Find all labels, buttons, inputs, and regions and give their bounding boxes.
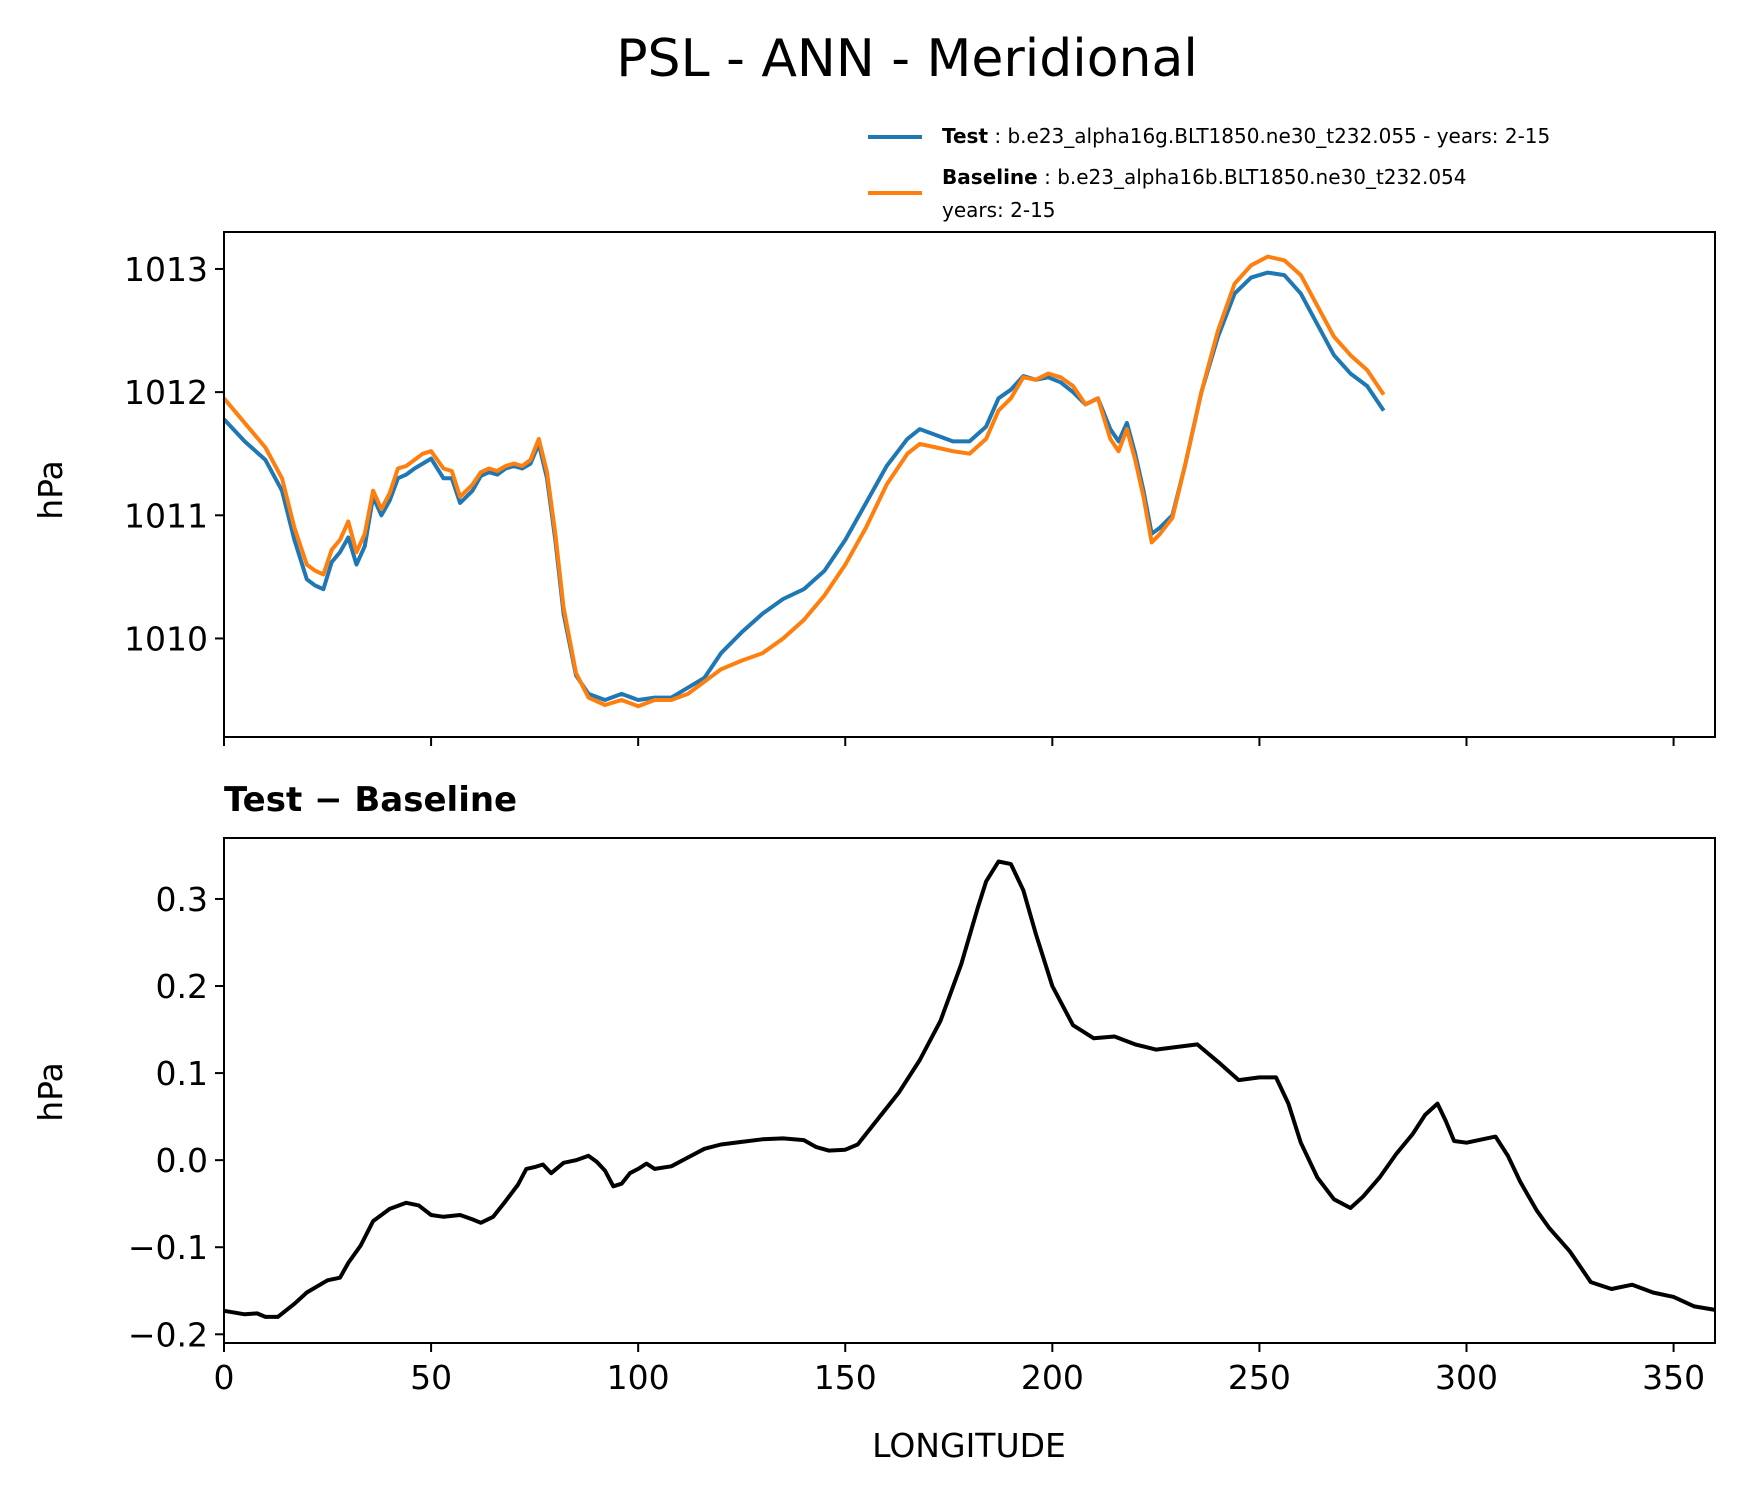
top-y-tick-label: 1013 — [124, 250, 208, 289]
bottom-x-tick-label: 100 — [607, 1358, 670, 1397]
legend-baseline-years: years: 2-15 — [942, 198, 1056, 222]
bottom-y-tick-label: 0.3 — [156, 880, 208, 919]
top-plot-frame — [223, 231, 1716, 738]
bottom-subtitle: Test − Baseline — [224, 780, 517, 820]
bottom-x-tick-label: 50 — [410, 1358, 452, 1397]
top-y-tick-label: 1010 — [124, 619, 208, 658]
bottom-x-tick-label: 350 — [1642, 1358, 1705, 1397]
bottom-x-tick-label: 0 — [214, 1358, 235, 1397]
bottom-y-tick-label: 0.0 — [156, 1141, 208, 1180]
top-y-axis-label: hPa — [31, 460, 70, 520]
bottom-x-tick-label: 200 — [1021, 1358, 1084, 1397]
top-series-line-baseline — [222, 254, 1386, 709]
bottom-y-tick-label: −0.1 — [128, 1228, 208, 1267]
bottom-x-tick-label: 150 — [814, 1358, 877, 1397]
x-axis-label: LONGITUDE — [872, 1426, 1066, 1465]
top-series-line-test — [222, 270, 1386, 702]
bottom-y-axis-label: hPa — [31, 1062, 70, 1122]
chart-title: PSL - ANN - Meridional — [616, 29, 1198, 89]
legend: Test : b.e23_alpha16g.BLT1850.ne30_t232.… — [868, 124, 1550, 222]
bottom-plot-frame — [223, 837, 1716, 1344]
legend-baseline-desc: : b.e23_alpha16b.BLT1850.ne30_t232.054 — [1044, 165, 1466, 189]
svg-text:Test : b.e23_alpha16g.BL: Test : b.e23_alpha16g.BLT1850.ne30_t232.… — [942, 124, 1550, 148]
svg-text:Baseline : b.e23_alpha16: Baseline : b.e23_alpha16b.BLT1850.ne30_t… — [942, 165, 1467, 189]
legend-baseline-name: Baseline — [942, 165, 1038, 189]
bottom-y-tick-label: −0.2 — [128, 1315, 208, 1354]
bottom-panel: −0.2 −0.1 0.0 0.1 0.2 0.3 0 50 100 150 200 250 300 3… — [31, 837, 1716, 1465]
bottom-y-tick-label: 0.2 — [156, 967, 208, 1006]
top-y-tick-label: 1011 — [124, 496, 208, 535]
bottom-series-line-test-baseline — [223, 859, 1716, 1319]
bottom-x-tick-label: 250 — [1228, 1358, 1291, 1397]
bottom-x-tick-label: 300 — [1435, 1358, 1498, 1397]
legend-test-name: Test — [942, 124, 988, 148]
top-panel: 1010 1011 1012 1013 hPa — [31, 231, 1716, 746]
top-y-tick-label: 1012 — [124, 373, 208, 412]
bottom-y-tick-label: 0.1 — [156, 1054, 208, 1093]
legend-test-desc: : b.e23_alpha16g.BLT1850.ne30_t232.055 -… — [994, 124, 1550, 148]
